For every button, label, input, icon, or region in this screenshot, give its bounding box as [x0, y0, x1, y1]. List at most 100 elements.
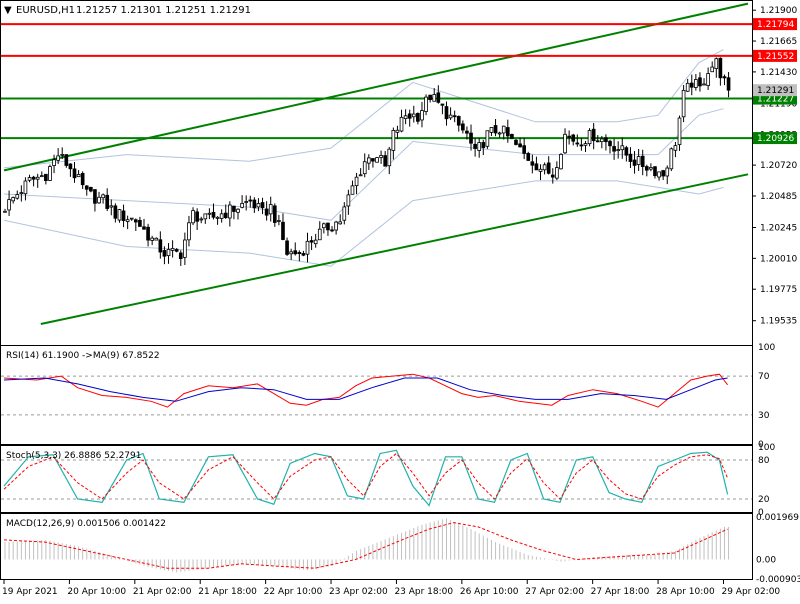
candle	[346, 189, 351, 215]
candle-body	[640, 155, 645, 168]
candle-body	[636, 156, 641, 165]
candle	[133, 218, 138, 231]
candle-body	[252, 199, 257, 209]
candle	[661, 169, 665, 181]
candle-body	[501, 125, 506, 134]
candle	[628, 147, 633, 169]
candle-body	[567, 135, 571, 138]
candle	[702, 78, 706, 86]
candle-body	[469, 132, 473, 144]
candle-body	[158, 239, 163, 253]
candle	[105, 188, 110, 212]
time-tick-label: 23 Apr 02:00	[329, 587, 388, 597]
candle-body	[162, 250, 167, 257]
candle-body	[497, 132, 502, 135]
dropdown-triangle-icon[interactable]: ▼	[4, 5, 12, 16]
candle	[583, 140, 588, 153]
candle-body	[3, 210, 7, 213]
candle	[669, 147, 674, 172]
level-label: 1.20926	[757, 134, 794, 144]
candle-body	[281, 221, 285, 240]
price-tick-label: 1.19535	[760, 317, 797, 327]
candle	[608, 139, 612, 154]
candle	[19, 185, 24, 202]
candle-body	[681, 89, 686, 118]
candle	[677, 115, 682, 151]
candle-body	[444, 106, 449, 120]
candle	[27, 174, 32, 183]
candle-body	[420, 110, 424, 121]
candle-body	[604, 137, 608, 143]
candle-body	[600, 138, 604, 143]
candle-body	[56, 155, 60, 161]
candle	[101, 193, 105, 204]
candle	[76, 170, 81, 178]
candle	[518, 137, 522, 148]
candle	[624, 145, 629, 162]
candle	[97, 191, 101, 204]
candle	[444, 101, 449, 126]
candle-body	[64, 154, 69, 166]
candle-body	[97, 196, 101, 204]
candle-body	[669, 148, 674, 170]
candle	[199, 216, 204, 224]
macd-label: MACD(12,26,9) 0.001506 0.001422	[6, 519, 166, 529]
candle	[510, 133, 514, 140]
candle-body	[44, 173, 48, 182]
candle	[403, 109, 408, 125]
candle	[485, 130, 490, 149]
candle	[260, 197, 265, 215]
candle	[309, 236, 314, 251]
candle	[15, 190, 20, 200]
rsi-line	[3, 373, 728, 408]
candle	[722, 74, 727, 86]
candle	[215, 216, 220, 225]
candle-body	[142, 226, 146, 230]
candle-body	[125, 219, 130, 222]
candle-body	[657, 171, 661, 178]
candle-body	[571, 134, 576, 142]
candle-body	[211, 211, 216, 218]
candle	[7, 190, 11, 216]
candle-body	[277, 220, 281, 222]
candle	[546, 156, 551, 175]
candle-body	[84, 185, 89, 190]
candle	[236, 208, 240, 220]
candle-body	[293, 250, 298, 255]
candle	[595, 135, 600, 143]
candle-body	[632, 159, 637, 166]
candle	[448, 107, 453, 120]
candle	[689, 74, 694, 96]
candle-body	[191, 210, 195, 224]
candle	[23, 177, 28, 201]
candle-body	[620, 145, 625, 151]
level-label: 1.21552	[757, 52, 794, 62]
candle-body	[256, 203, 261, 208]
candle-body	[330, 229, 334, 232]
candle	[718, 57, 723, 86]
macd-pane	[3, 518, 730, 573]
candle-body	[322, 223, 326, 229]
candle-body	[289, 251, 293, 255]
candle	[93, 189, 97, 212]
stoch-main-line	[3, 449, 729, 507]
candle-body	[698, 77, 702, 87]
candle	[616, 141, 621, 159]
candle	[244, 195, 249, 211]
candle-body	[166, 248, 171, 257]
candle	[587, 128, 592, 147]
candle-body	[644, 166, 649, 171]
candle	[44, 173, 48, 185]
candle-body	[80, 173, 85, 186]
candle	[436, 85, 441, 104]
candle-body	[203, 213, 208, 220]
candle	[223, 204, 228, 219]
candle	[534, 156, 539, 171]
candle-body	[105, 194, 110, 209]
candle-body	[391, 130, 396, 151]
candle-body	[440, 103, 445, 106]
macd-tick-label: 0.001969	[756, 513, 799, 523]
price-tick-label: 1.20010	[760, 254, 797, 264]
candle	[522, 137, 526, 160]
